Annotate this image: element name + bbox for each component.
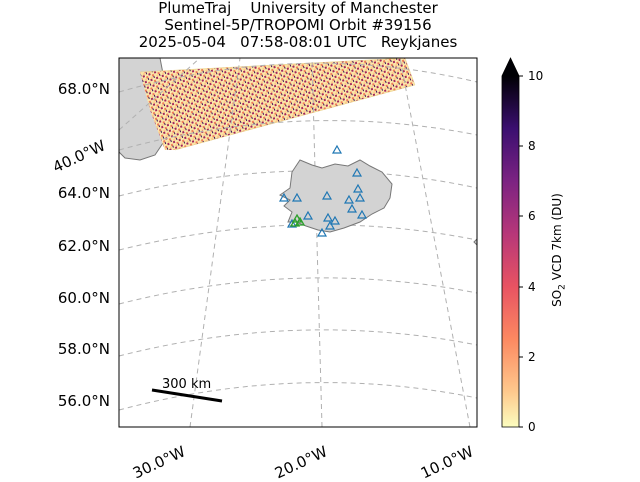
lat-label: 58.0°N bbox=[57, 340, 110, 358]
map-area bbox=[119, 58, 477, 427]
colorbar-tick: 10 bbox=[528, 69, 544, 83]
station-marker bbox=[278, 192, 290, 202]
station-marker bbox=[329, 215, 341, 225]
station-marker bbox=[324, 220, 336, 230]
station-marker bbox=[291, 192, 303, 202]
station-marker bbox=[356, 209, 368, 219]
lat-label: 64.0°N bbox=[57, 184, 110, 202]
title-line-1: PlumeTraj University of Manchester bbox=[158, 0, 438, 17]
source-marker bbox=[294, 216, 306, 226]
station-marker bbox=[343, 194, 355, 204]
tropomi-swath bbox=[140, 58, 415, 150]
map-frame bbox=[118, 57, 478, 428]
station-marker bbox=[286, 218, 298, 228]
station-marker bbox=[352, 183, 364, 193]
station-marker bbox=[354, 192, 366, 202]
colorbar-extend-arrow bbox=[502, 58, 519, 76]
lat-label: 60.0°N bbox=[57, 289, 110, 307]
colorbar-tick: 8 bbox=[528, 139, 536, 153]
scale-bar-label: 300 km bbox=[162, 377, 212, 392]
colorbar-tick: 6 bbox=[528, 209, 536, 223]
station-markers bbox=[278, 144, 368, 237]
colorbar-label: SO2 VCD 7km (DU) bbox=[550, 193, 568, 307]
colorbar-tick: 0 bbox=[528, 420, 536, 434]
title-line-2: Sentinel-5P/TROPOMI Orbit #39156 bbox=[164, 16, 432, 34]
title-line-3: 2025-05-04 07:58-08:01 UTC Reykjanes bbox=[138, 33, 458, 51]
lat-label: 68.0°N bbox=[57, 80, 110, 98]
station-marker bbox=[321, 190, 333, 200]
colorbar bbox=[502, 76, 519, 427]
station-marker bbox=[302, 210, 314, 220]
lat-label: 62.0°N bbox=[57, 237, 110, 255]
source-marker bbox=[289, 217, 301, 227]
source-markers bbox=[289, 213, 306, 227]
station-marker bbox=[316, 227, 328, 237]
station-marker bbox=[331, 144, 343, 154]
station-marker bbox=[346, 203, 358, 213]
lat-label: 56.0°N bbox=[57, 392, 110, 410]
colorbar-tick: 4 bbox=[528, 280, 536, 294]
scale-bar bbox=[151, 388, 223, 403]
station-marker bbox=[351, 167, 363, 177]
colorbar-tick: 2 bbox=[528, 350, 536, 364]
station-marker bbox=[322, 212, 334, 222]
